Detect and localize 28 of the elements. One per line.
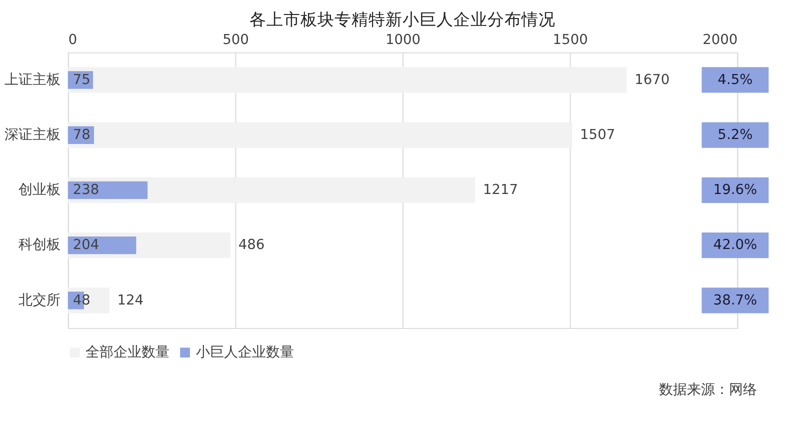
chart-title: 各上市板块专精特新小巨人企业分布情况: [250, 8, 556, 29]
source-note: 数据来源：网络: [658, 382, 757, 398]
y-tick-label: 北交所: [18, 292, 61, 308]
y-tick-label: 创业板: [18, 182, 61, 198]
y-tick-label: 深证主板: [4, 127, 61, 144]
x-tick-label: 1500: [552, 32, 588, 48]
data-label: 1217: [483, 182, 518, 198]
y-tick-label: 上证主板: [4, 72, 61, 88]
legend-label: 小巨人企业数量: [196, 344, 294, 361]
x-tick-label: 0: [68, 32, 78, 48]
annotation: 42.0%: [713, 237, 758, 254]
x-tick-label: 500: [222, 32, 249, 48]
data-label: 1670: [634, 72, 670, 88]
legend-label: 全部企业数量: [86, 344, 170, 361]
x-tick-label: 2000: [702, 32, 738, 48]
y-tick-label: 科创板: [18, 237, 61, 254]
data-label: 78: [72, 127, 90, 144]
data-label: 1507: [580, 127, 616, 144]
annotation: 5.2%: [718, 127, 753, 144]
annotation: 38.7%: [713, 292, 758, 308]
data-label: 124: [117, 292, 144, 308]
x-tick-label: 1000: [385, 32, 421, 48]
data-label: 486: [238, 237, 265, 254]
data-label: 204: [72, 237, 100, 254]
annotation: 4.5%: [718, 72, 753, 88]
data-label: 75: [72, 72, 90, 88]
data-label: 238: [72, 182, 100, 198]
annotation: 19.6%: [713, 182, 758, 198]
